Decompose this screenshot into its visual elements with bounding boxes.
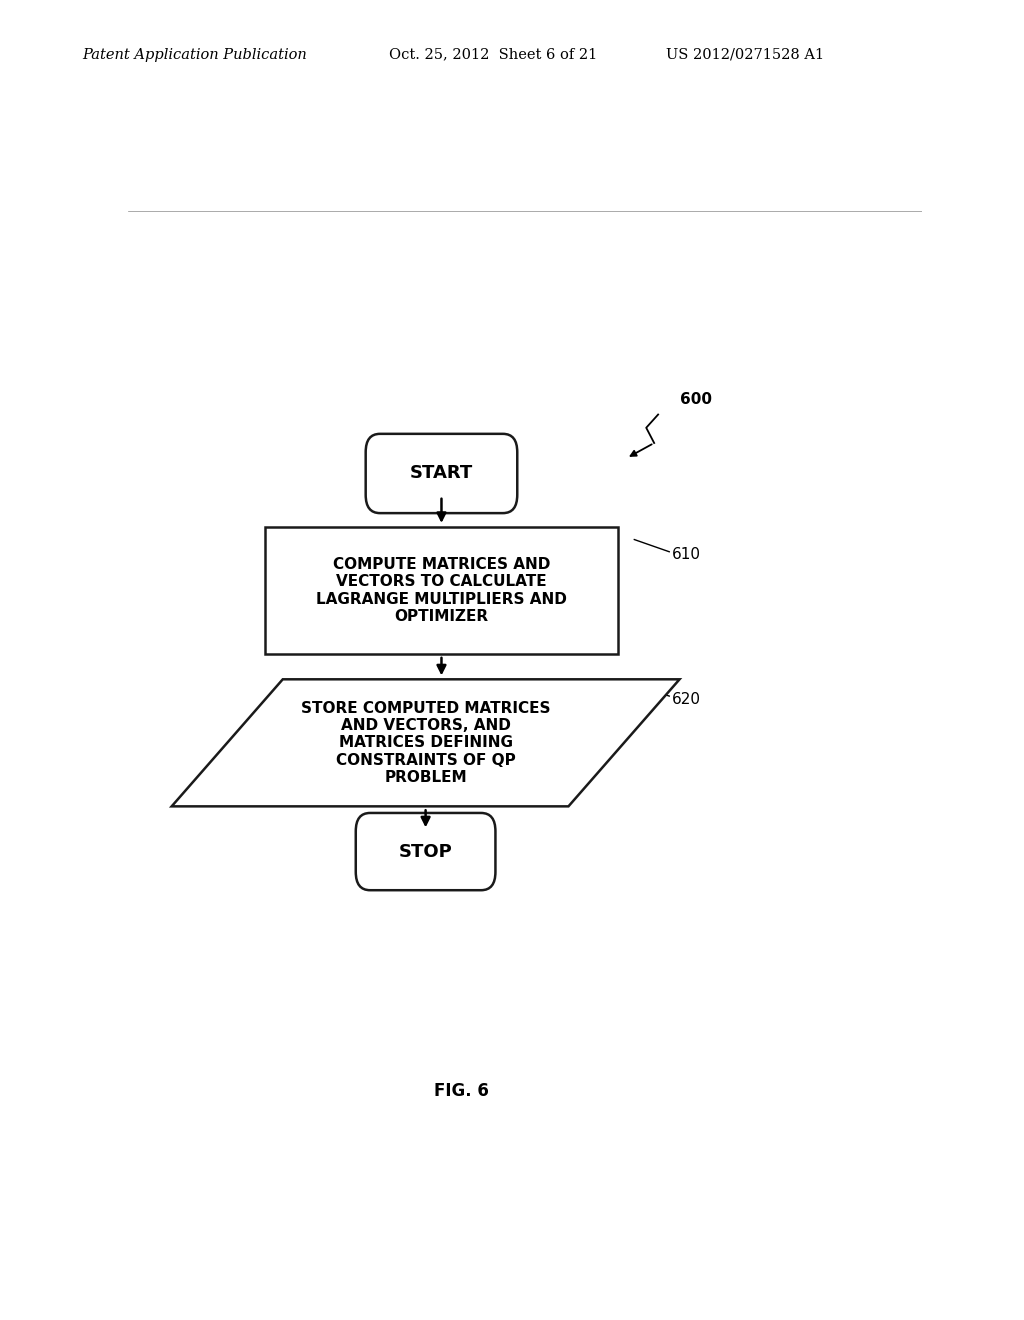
Text: 610: 610 [672, 548, 700, 562]
Text: COMPUTE MATRICES AND
VECTORS TO CALCULATE
LAGRANGE MULTIPLIERS AND
OPTIMIZER: COMPUTE MATRICES AND VECTORS TO CALCULAT… [316, 557, 567, 624]
Text: 600: 600 [680, 392, 712, 408]
Polygon shape [172, 680, 680, 807]
FancyBboxPatch shape [355, 813, 496, 890]
Bar [265, 527, 618, 653]
Text: START: START [410, 465, 473, 483]
FancyBboxPatch shape [366, 434, 517, 513]
Text: FIG. 6: FIG. 6 [434, 1082, 488, 1101]
Text: STOP: STOP [398, 842, 453, 861]
Text: 620: 620 [672, 692, 700, 706]
Text: Patent Application Publication: Patent Application Publication [82, 48, 306, 62]
Text: US 2012/0271528 A1: US 2012/0271528 A1 [666, 48, 823, 62]
Text: Oct. 25, 2012  Sheet 6 of 21: Oct. 25, 2012 Sheet 6 of 21 [389, 48, 597, 62]
Text: STORE COMPUTED MATRICES
AND VECTORS, AND
MATRICES DEFINING
CONSTRAINTS OF QP
PRO: STORE COMPUTED MATRICES AND VECTORS, AND… [301, 701, 550, 785]
